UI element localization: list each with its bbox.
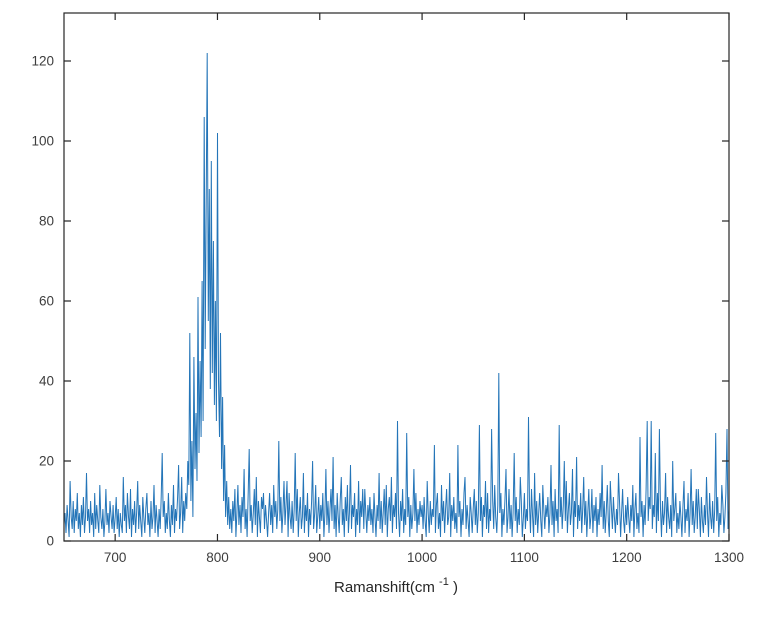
plot-frame [63, 12, 730, 542]
x-tick-label: 1000 [407, 550, 437, 565]
x-axis-label: Ramanshift(cm -1 ) [334, 572, 458, 596]
y-tick-label: 0 [46, 534, 54, 549]
y-tick-label: 100 [31, 134, 54, 149]
x-axis-label-close: ) [453, 579, 458, 596]
y-tick-label: 60 [39, 294, 54, 309]
y-tick-label: 120 [31, 54, 54, 69]
x-tick-label: 1300 [714, 550, 744, 565]
x-axis-label-main: Ramanshift(cm [334, 579, 435, 596]
x-tick-label: 700 [104, 550, 127, 565]
y-tick-label: 80 [39, 214, 54, 229]
y-tick-label: 20 [39, 454, 54, 469]
x-tick-label: 1200 [612, 550, 642, 565]
x-tick-label: 900 [309, 550, 332, 565]
x-tick-label: 1100 [510, 550, 539, 565]
x-tick-label: 800 [206, 550, 229, 565]
spectrum-line [63, 52, 730, 538]
y-tick-label: 40 [39, 374, 54, 389]
x-axis-label-superscript: -1 [439, 576, 449, 588]
